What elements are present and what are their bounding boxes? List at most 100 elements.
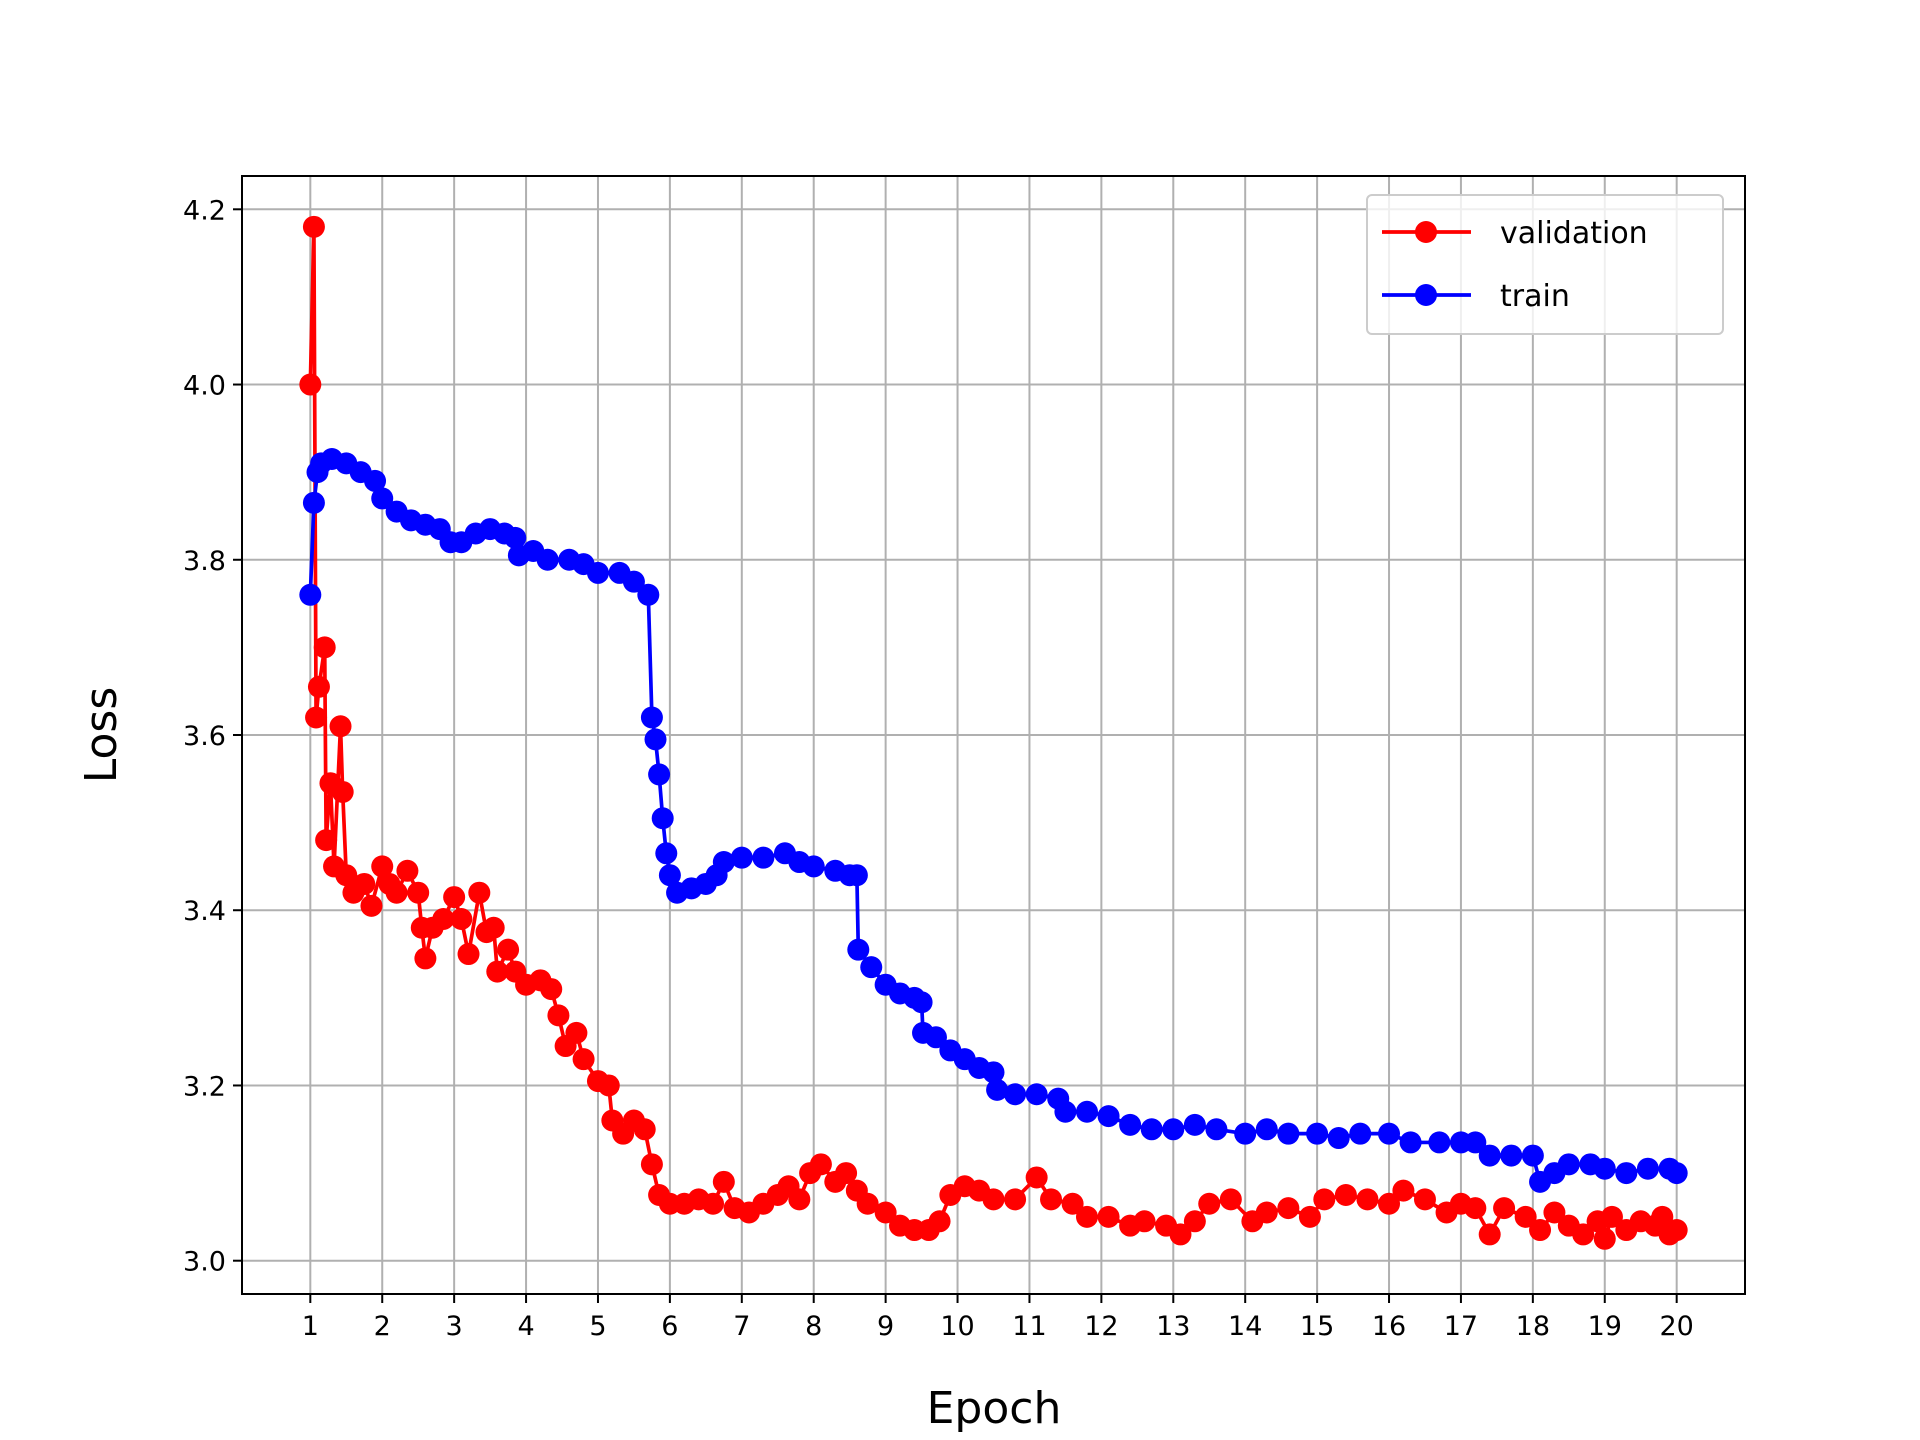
x-tick-label: 1: [302, 1311, 319, 1342]
data-point: [299, 583, 322, 606]
data-point: [313, 636, 336, 659]
x-tick-label: 19: [1588, 1311, 1622, 1342]
x-tick-label: 20: [1660, 1311, 1694, 1342]
legend-marker: [1415, 284, 1437, 306]
x-axis-label: Epoch: [927, 1383, 1062, 1434]
plot-frame: [241, 175, 1746, 1295]
data-point: [1593, 1227, 1616, 1250]
x-tick-label: 3: [446, 1311, 463, 1342]
data-point: [468, 881, 491, 904]
data-point: [1255, 1201, 1278, 1224]
data-point: [1349, 1122, 1372, 1145]
x-tick-label: 4: [517, 1311, 534, 1342]
data-point: [622, 570, 645, 593]
data-point: [1464, 1131, 1487, 1154]
data-point: [640, 706, 663, 729]
data-point: [432, 907, 455, 930]
x-tick-label: 12: [1084, 1311, 1118, 1342]
data-point: [910, 991, 933, 1014]
x-tick-label: 17: [1444, 1311, 1478, 1342]
data-point: [302, 491, 325, 514]
data-point: [540, 978, 563, 1001]
data-point: [1514, 1205, 1537, 1228]
data-point: [1478, 1144, 1501, 1167]
data-point: [1572, 1223, 1595, 1246]
data-point: [1198, 1192, 1221, 1215]
x-tick-label: 9: [877, 1311, 894, 1342]
data-point: [1097, 1105, 1120, 1128]
data-point: [1392, 1179, 1415, 1202]
data-point: [1004, 1188, 1027, 1211]
data-point: [1162, 1118, 1185, 1141]
data-point: [486, 960, 509, 983]
legend-box: [1366, 194, 1724, 335]
x-tick-label: 13: [1156, 1311, 1190, 1342]
data-point: [1234, 1122, 1257, 1145]
data-point: [1636, 1157, 1659, 1180]
data-point: [752, 846, 775, 869]
x-tick-label: 16: [1372, 1311, 1406, 1342]
data-point: [1334, 1183, 1357, 1206]
data-point: [1543, 1201, 1566, 1224]
data-point: [802, 855, 825, 878]
data-point: [315, 829, 338, 852]
data-point: [597, 1074, 620, 1097]
data-point: [633, 1118, 656, 1141]
data-point: [1493, 1197, 1516, 1220]
x-tick-label: 8: [805, 1311, 822, 1342]
data-point: [847, 938, 870, 961]
data-point: [586, 561, 609, 584]
x-tick-label: 10: [940, 1311, 974, 1342]
x-tick-label: 2: [374, 1311, 391, 1342]
data-point: [928, 1210, 951, 1233]
data-point: [1557, 1153, 1580, 1176]
legend-label: train: [1500, 279, 1570, 314]
data-point: [443, 886, 466, 909]
data-point: [396, 859, 419, 882]
data-point: [1277, 1122, 1300, 1145]
x-tick-label: 18: [1516, 1311, 1550, 1342]
data-point: [1464, 1197, 1487, 1220]
data-point: [1183, 1210, 1206, 1233]
data-point: [497, 938, 520, 961]
data-point: [1529, 1219, 1552, 1242]
data-point: [702, 1192, 725, 1215]
data-point: [1025, 1083, 1048, 1106]
data-point: [307, 675, 330, 698]
y-tick-label: 3.2: [183, 1071, 226, 1102]
y-tick-label: 3.0: [183, 1247, 226, 1278]
data-point: [371, 855, 394, 878]
x-tick-label: 5: [589, 1311, 606, 1342]
data-point: [730, 846, 753, 869]
data-point: [547, 1004, 570, 1027]
data-point: [924, 1026, 947, 1049]
data-point: [1298, 1205, 1321, 1228]
x-tick-label: 6: [661, 1311, 678, 1342]
data-point: [1004, 1083, 1027, 1106]
data-point: [640, 1153, 663, 1176]
data-point: [1025, 1166, 1048, 1189]
data-point: [1277, 1197, 1300, 1220]
data-point: [655, 842, 678, 865]
data-point: [860, 956, 883, 979]
data-point: [1075, 1100, 1098, 1123]
x-tick-label: 7: [733, 1311, 750, 1342]
x-tick-label: 14: [1228, 1311, 1262, 1342]
data-point: [1378, 1192, 1401, 1215]
data-point: [302, 215, 325, 238]
data-point: [335, 864, 358, 887]
data-point: [982, 1061, 1005, 1084]
data-point: [644, 728, 667, 751]
data-point: [536, 548, 559, 571]
data-point: [1356, 1188, 1379, 1211]
x-tick-label: 11: [1012, 1311, 1046, 1342]
legend-label: validation: [1500, 216, 1648, 251]
data-point: [982, 1188, 1005, 1211]
data-point: [1478, 1223, 1501, 1246]
data-point: [1665, 1162, 1688, 1185]
data-point: [1306, 1122, 1329, 1145]
y-axis-label: Loss: [76, 687, 127, 784]
data-point: [353, 872, 376, 895]
data-point: [1054, 1100, 1077, 1123]
